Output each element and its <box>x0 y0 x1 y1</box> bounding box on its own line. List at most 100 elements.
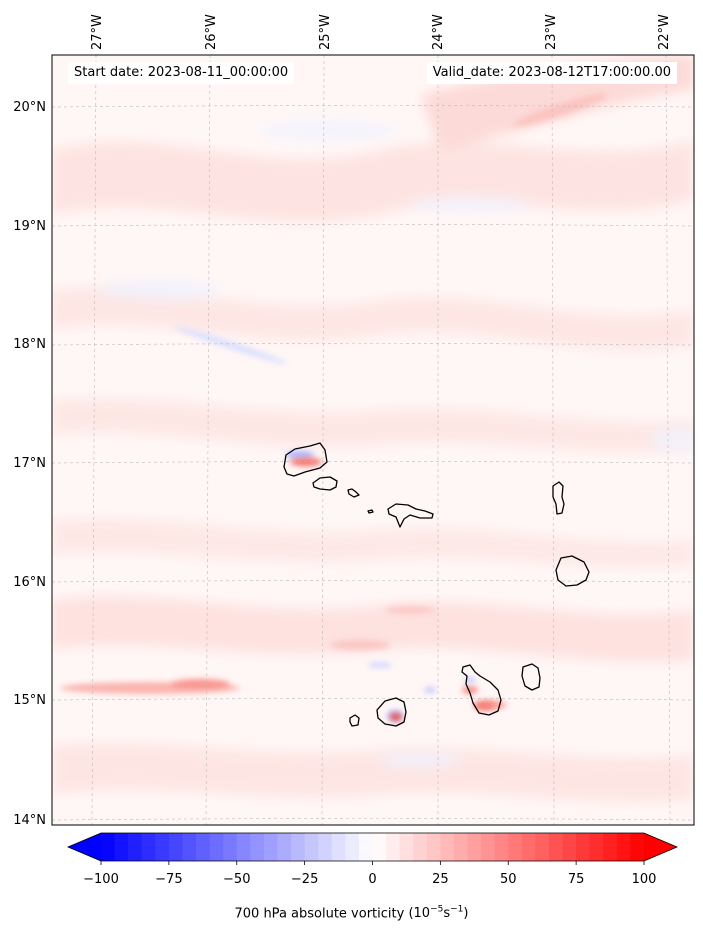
colorbar: −100 −75 −50 −25 0 25 50 75 100 <box>66 832 679 887</box>
colorbar-segment <box>128 833 143 861</box>
coastlines <box>283 442 590 727</box>
valid-date-label: Valid_date: 2023-08-12T17:00:00.00 <box>426 62 677 84</box>
colorbar-segment <box>345 833 360 861</box>
colorbar-segment <box>358 833 373 861</box>
island-santa-luzia <box>347 488 360 498</box>
map-panel <box>51 54 695 826</box>
colorbar-segments <box>101 833 645 861</box>
colorbar-tick-label: 0 <box>368 872 376 887</box>
lat-label: 15°N <box>13 693 46 708</box>
colorbar-segment <box>548 833 563 861</box>
colorbar-ticks: −100 −75 −50 −25 0 25 50 75 100 <box>83 861 656 887</box>
colorbar-segment <box>155 833 170 861</box>
parallel-14n <box>51 818 695 821</box>
colorbar-segment <box>616 833 631 861</box>
colorbar-extend-low <box>68 833 101 861</box>
colorbar-label: 700 hPa absolute vorticity (10−5s−1) <box>0 905 703 921</box>
island-sao-vicente <box>312 476 338 491</box>
colorbar-segment <box>576 833 591 861</box>
parallel-18n <box>51 343 695 346</box>
colorbar-segment <box>236 833 251 861</box>
colorbar-segment <box>196 833 210 861</box>
colorbar-tick-label: 50 <box>500 872 517 887</box>
colorbar-tick-label: −100 <box>83 872 119 887</box>
colorbar-segment <box>440 833 455 861</box>
colorbar-segment <box>209 833 224 861</box>
colorbar-segment <box>182 833 197 861</box>
colorbar-segment <box>603 833 618 861</box>
island-sal <box>552 481 565 515</box>
island-fogo <box>376 697 407 727</box>
latitude-labels: 20°N 19°N 18°N 17°N 16°N 15°N 14°N <box>13 100 46 828</box>
colorbar-segment <box>141 833 156 861</box>
colorbar-tick-label: 75 <box>568 872 585 887</box>
colorbar-segment <box>101 833 115 861</box>
colorbar-segment <box>453 833 468 861</box>
meridian-23w <box>551 54 555 826</box>
graticule <box>51 54 695 826</box>
island-sao-nicolau <box>387 503 434 528</box>
colorbar-tick-label: 100 <box>632 872 657 887</box>
colorbar-tick-label: 25 <box>432 872 449 887</box>
meridian-25w <box>321 54 325 826</box>
colorbar-segment <box>386 833 401 861</box>
colorbar-segment <box>114 833 129 861</box>
colorbar-segment <box>562 833 577 861</box>
parallel-20n <box>51 105 695 108</box>
colorbar-tick-label: −25 <box>291 872 318 887</box>
colorbar-segment <box>535 833 550 861</box>
island-brava <box>349 714 360 727</box>
lat-label: 14°N <box>13 813 46 828</box>
colorbar-segment <box>494 833 509 861</box>
lon-label: 26°W <box>204 14 219 50</box>
meridian-22w <box>665 54 671 826</box>
island-boa-vista <box>555 555 590 587</box>
colorbar-tick-label: −75 <box>155 872 182 887</box>
lon-label: 24°W <box>431 14 446 50</box>
lat-label: 17°N <box>13 456 46 471</box>
colorbar-segment <box>399 833 414 861</box>
colorbar-segment <box>250 833 265 861</box>
colorbar-segment <box>467 833 482 861</box>
parallel-19n <box>51 224 695 227</box>
island-santiago <box>461 664 502 716</box>
lat-label: 20°N <box>13 100 46 115</box>
colorbar-segment <box>426 833 441 861</box>
meridian-27w <box>91 54 97 826</box>
colorbar-variable: 700 hPa absolute vorticity <box>234 906 405 922</box>
island-santo-antao <box>283 442 328 477</box>
island-maio <box>521 663 541 691</box>
colorbar-segment <box>168 833 183 861</box>
start-date-label: Start date: 2023-08-11_00:00:00 <box>68 62 295 84</box>
lat-label: 16°N <box>13 575 46 590</box>
colorbar-segment <box>508 833 523 861</box>
colorbar-segment <box>318 833 333 861</box>
colorbar-tick-label: −50 <box>223 872 250 887</box>
colorbar-segment <box>331 833 346 861</box>
colorbar-segment <box>223 833 238 861</box>
colorbar-segment <box>521 833 536 861</box>
meridian-26w <box>205 54 211 826</box>
parallel-15n <box>51 698 695 701</box>
lat-label: 18°N <box>13 337 46 352</box>
longitude-labels: 27°W 26°W 25°W 24°W 23°W 22°W <box>90 14 672 50</box>
colorbar-segment <box>304 833 319 861</box>
colorbar-segment <box>263 833 278 861</box>
lon-label: 22°W <box>657 14 672 50</box>
colorbar-segment <box>413 833 428 861</box>
lon-label: 27°W <box>90 14 105 50</box>
lon-label: 23°W <box>544 14 559 50</box>
vorticity-field <box>52 55 694 803</box>
colorbar-extend-high <box>644 833 677 861</box>
map-frame <box>51 54 695 826</box>
colorbar-segment <box>630 833 645 861</box>
colorbar-segment <box>291 833 306 861</box>
colorbar-units: (10−5s−1) <box>408 905 469 922</box>
lat-label: 19°N <box>13 219 46 234</box>
island-branco <box>367 509 374 514</box>
colorbar-segment <box>481 833 496 861</box>
parallel-16n <box>51 580 695 583</box>
parallel-17n <box>51 461 695 464</box>
colorbar-segment <box>589 833 604 861</box>
